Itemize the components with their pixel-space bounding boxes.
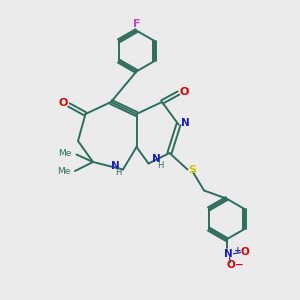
Text: F: F: [133, 19, 140, 29]
Text: S: S: [188, 165, 196, 175]
Text: O: O: [226, 260, 235, 270]
Text: N: N: [152, 154, 160, 164]
Text: +: +: [234, 246, 242, 255]
Text: O: O: [179, 86, 189, 97]
Text: N: N: [224, 249, 232, 259]
Text: −: −: [235, 260, 244, 270]
Text: Me: Me: [58, 149, 72, 158]
Text: H: H: [157, 160, 163, 169]
Text: N: N: [181, 118, 190, 128]
Text: H: H: [115, 168, 122, 177]
Text: N: N: [111, 161, 120, 171]
Text: O: O: [240, 247, 249, 257]
Text: O: O: [59, 98, 68, 109]
Text: Me: Me: [57, 167, 70, 176]
